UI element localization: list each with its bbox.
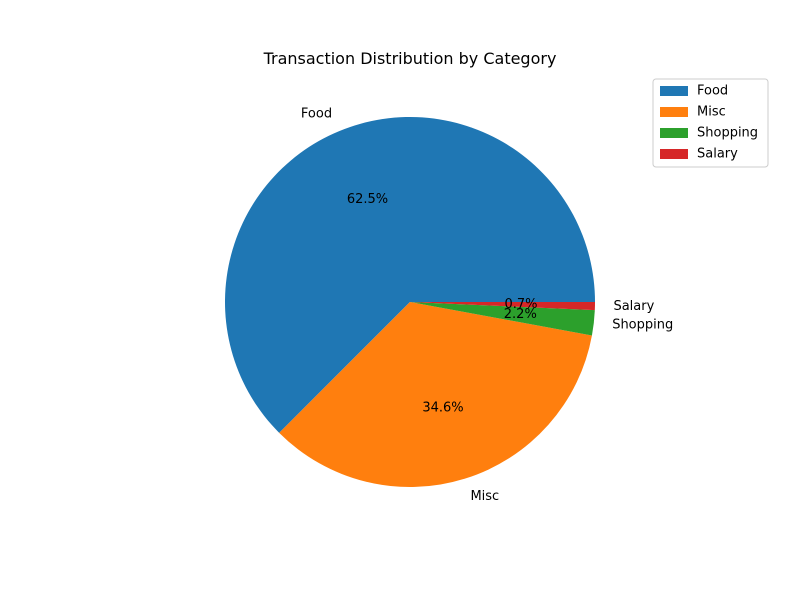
slice-percent-salary: 0.7% bbox=[504, 297, 537, 312]
pie-labels: Food 62.5% Misc 34.6% Shopping 2.2% Salary 0.7% bbox=[301, 106, 673, 503]
pie-slice-food bbox=[224, 117, 595, 433]
legend-swatch-misc bbox=[660, 107, 688, 117]
legend-label-shopping: Shopping bbox=[697, 126, 758, 141]
pie-slice-shopping bbox=[410, 302, 595, 336]
legend-label-salary: Salary bbox=[697, 147, 738, 162]
slice-label-salary: Salary bbox=[613, 299, 654, 314]
legend-swatch-salary bbox=[660, 149, 688, 159]
slice-label-shopping: Shopping bbox=[612, 317, 673, 332]
pie-slice-salary bbox=[410, 302, 595, 311]
slice-percent-shopping: 2.2% bbox=[504, 307, 537, 322]
slice-label-misc: Misc bbox=[470, 489, 499, 504]
pie-slice-misc bbox=[279, 302, 592, 487]
slice-percent-food: 62.5% bbox=[347, 192, 388, 207]
legend-box bbox=[652, 78, 769, 168]
slice-label-food: Food bbox=[301, 106, 332, 121]
legend-label-misc: Misc bbox=[697, 105, 726, 120]
pie-slices bbox=[224, 117, 595, 487]
legend: Food Misc Shopping Salary bbox=[652, 78, 769, 168]
slice-percent-misc: 34.6% bbox=[422, 400, 463, 415]
chart-title: Transaction Distribution by Category bbox=[263, 49, 557, 68]
legend-swatch-shopping bbox=[660, 128, 688, 138]
legend-label-food: Food bbox=[697, 84, 728, 99]
legend-swatch-food bbox=[660, 86, 688, 96]
